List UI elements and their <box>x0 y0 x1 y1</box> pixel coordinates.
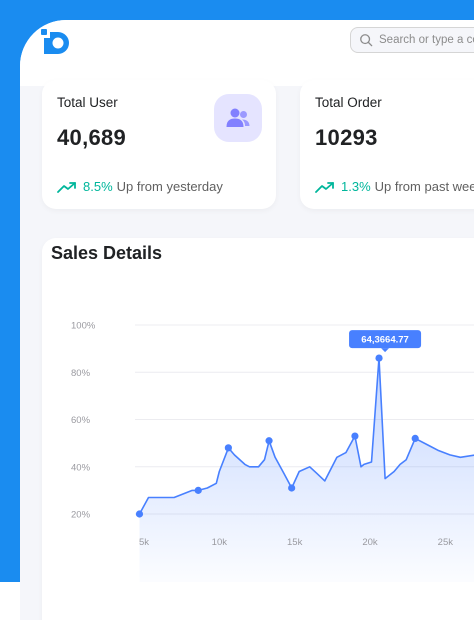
data-point[interactable] <box>351 432 358 439</box>
x-tick-label: 5k <box>139 537 149 548</box>
x-tick-label: 10k <box>212 537 228 548</box>
sales-chart: 20% 40% 60% 80% 100% 5k 10k 15k 20k 25k 64,3664.… <box>0 0 474 582</box>
y-tick-label: 40% <box>71 462 91 473</box>
y-tick-label: 80% <box>71 368 91 379</box>
x-tick-label: 15k <box>287 537 303 548</box>
data-point[interactable] <box>412 435 419 442</box>
x-tick-label: 25k <box>438 537 454 548</box>
data-point[interactable] <box>136 510 143 517</box>
data-point[interactable] <box>195 487 202 494</box>
x-tick-label: 20k <box>362 537 378 548</box>
data-point[interactable] <box>225 444 232 451</box>
y-tick-label: 100% <box>71 321 96 332</box>
y-tick-label: 60% <box>71 415 91 426</box>
y-tick-label: 20% <box>71 510 91 521</box>
data-point[interactable] <box>288 484 295 491</box>
data-point[interactable] <box>265 437 272 444</box>
data-point[interactable] <box>375 354 382 361</box>
series-area <box>140 358 474 582</box>
tooltip-value: 64,3664.77 <box>361 335 409 346</box>
chart-tooltip: 64,3664.77 <box>349 330 421 352</box>
